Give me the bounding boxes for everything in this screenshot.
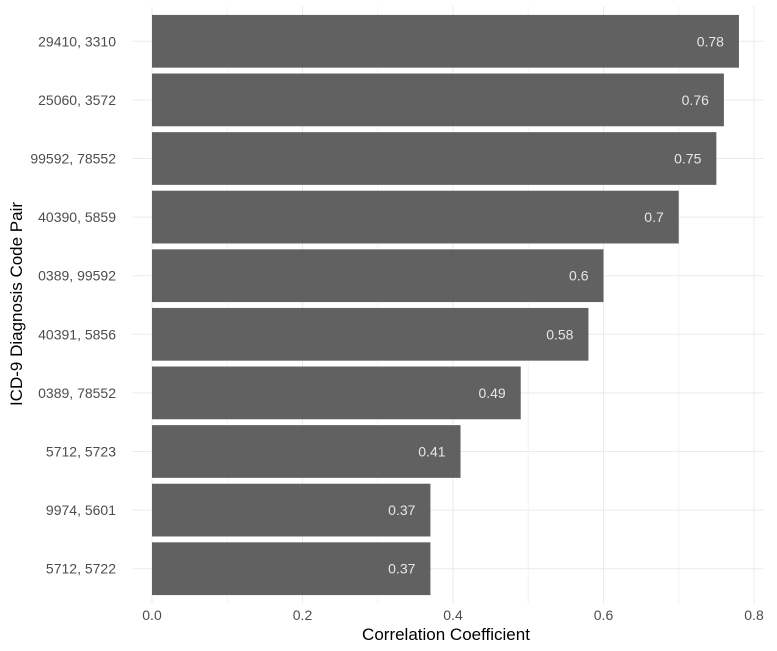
bar-value-label: 0.7 bbox=[644, 209, 664, 225]
x-tick-label: 0.0 bbox=[142, 607, 162, 623]
bar-value-label: 0.75 bbox=[674, 151, 701, 167]
bar-value-label: 0.76 bbox=[682, 92, 709, 108]
bar-value-label: 0.58 bbox=[546, 326, 573, 342]
x-tick-label: 0.8 bbox=[744, 607, 764, 623]
y-tick-label: 40390, 5859 bbox=[38, 209, 116, 225]
x-axis-tick-labels: 0.0 0.2 0.4 0.6 0.8 bbox=[142, 607, 764, 623]
bars bbox=[152, 14, 739, 596]
bar bbox=[152, 132, 717, 185]
y-tick-label: 25060, 3572 bbox=[38, 92, 116, 108]
bar bbox=[152, 425, 461, 478]
bar bbox=[152, 483, 431, 537]
y-tick-label: 9974, 5601 bbox=[46, 502, 116, 518]
y-axis-tick-labels: 29410, 3310 25060, 3572 99592, 78552 40390,… bbox=[30, 33, 116, 576]
y-axis-title: ICD-9 Diagnosis Code Pair bbox=[7, 202, 26, 406]
y-tick-label: 5712, 5723 bbox=[46, 444, 116, 460]
bar-value-label: 0.41 bbox=[418, 444, 445, 460]
bar bbox=[152, 366, 521, 420]
x-tick-label: 0.2 bbox=[293, 607, 313, 623]
y-tick-label: 0389, 78552 bbox=[38, 385, 116, 401]
bar-value-label: 0.6 bbox=[569, 268, 589, 284]
x-axis-title: Correlation Coefficient bbox=[362, 625, 530, 644]
bar bbox=[152, 73, 724, 127]
y-tick-label: 5712, 5722 bbox=[46, 561, 116, 577]
x-tick-label: 0.4 bbox=[443, 607, 463, 623]
bar bbox=[152, 542, 431, 596]
y-tick-label: 29410, 3310 bbox=[38, 33, 116, 49]
y-tick-label: 99592, 78552 bbox=[30, 151, 116, 167]
bar-value-labels: 0.78 0.76 0.75 0.7 0.6 0.58 0.49 0.41 0.37 0.37 bbox=[388, 33, 724, 576]
bar-value-label: 0.37 bbox=[388, 502, 415, 518]
bar bbox=[152, 14, 739, 68]
bar-value-label: 0.49 bbox=[478, 385, 505, 401]
y-tick-label: 0389, 99592 bbox=[38, 268, 116, 284]
bar bbox=[152, 249, 604, 303]
bar bbox=[152, 190, 679, 244]
bar-value-label: 0.78 bbox=[697, 33, 724, 49]
y-tick-label: 40391, 5856 bbox=[38, 326, 116, 342]
bar bbox=[152, 307, 589, 361]
x-tick-label: 0.6 bbox=[594, 607, 614, 623]
bar-value-label: 0.37 bbox=[388, 561, 415, 577]
